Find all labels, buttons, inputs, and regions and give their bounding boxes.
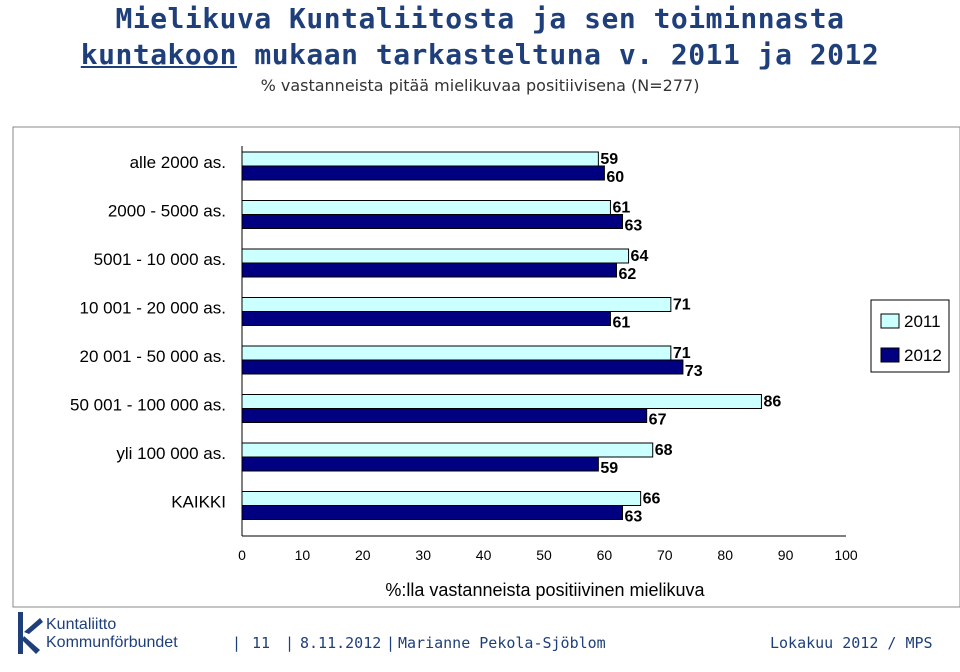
data-label: 62 [618,266,636,283]
bar-2011 [241,491,642,506]
category-label: 50 001 - 100 000 as. [70,396,226,415]
bar-2011 [241,200,611,215]
title-line-2-rest: mukaan tarkasteltuna v. 2011 ja 2012 [236,38,880,71]
footer-date: 8.11.2012 [300,634,382,652]
logo-text-fi: Kuntaliitto [46,616,117,633]
x-tick-label: 90 [778,547,794,563]
x-tick-label: 20 [355,547,371,563]
x-tick-label: 50 [536,547,552,563]
data-label: 73 [685,363,703,380]
category-label: 20 001 - 50 000 as. [79,347,226,366]
data-label: 68 [655,442,673,459]
x-tick-label: 30 [415,547,431,563]
footer-separator-3: | [386,634,396,652]
x-tick-label: 0 [238,547,246,563]
bar-2011 [241,345,672,361]
title-underlined-word: kuntakoon [80,38,237,71]
category-label: alle 2000 as. [130,153,226,172]
subtitle: % vastanneista pitää mielikuvaa positiiv… [260,76,700,95]
data-label: 86 [763,394,781,411]
x-tick-label: 100 [834,547,858,563]
footer-right: Lokakuu 2012 / MPS [770,634,933,652]
data-label: 66 [643,491,661,508]
bar-2012 [241,165,605,181]
data-label: 63 [625,509,643,526]
category-label: 5001 - 10 000 as. [94,250,226,269]
data-label: 60 [606,169,624,186]
legend: 2011 2012 [870,299,950,373]
bar-2012 [241,262,617,278]
data-label: 61 [612,200,630,217]
bar-2011 [241,297,672,312]
title-line-2: kuntakoon mukaan tarkasteltuna v. 2011 j… [0,38,960,71]
x-tick-label: 80 [717,547,733,563]
logo-text-sv: Kommunförbundet [46,634,178,651]
footer-separator-2: | [285,634,295,652]
bar-2011 [241,394,762,409]
footer-author: Marianne Pekola-Sjöblom [398,634,606,652]
bar-2011 [241,248,630,264]
bar-2012 [241,456,599,472]
x-tick-label: 60 [597,547,613,563]
x-axis-title: %:lla vastanneista positiivinen mielikuv… [385,580,705,600]
legend-label-2012: 2012 [904,346,942,365]
bar-2012 [241,505,624,520]
category-label: 2000 - 5000 as. [108,202,226,221]
category-label: yli 100 000 as. [116,444,226,463]
logo-mark-icon [18,612,43,654]
x-tick-label: 10 [295,547,311,563]
data-label: 71 [673,297,691,314]
legend-swatch-2012 [880,347,900,363]
kuntaliitto-logo: Kuntaliitto Kommunförbundet [10,610,200,658]
title-line-1: Mielikuva Kuntaliitosta ja sen toiminnas… [115,2,845,35]
category-label: KAIKKI [171,493,226,512]
footer-separator-1: | [232,634,242,652]
legend-label-2011: 2011 [904,312,941,331]
data-label: 59 [600,460,618,477]
bar-2011 [241,151,599,167]
category-label: 10 001 - 20 000 as. [79,299,226,318]
bar-2012 [241,359,684,375]
data-label: 61 [612,315,630,332]
bar-2012 [241,311,611,326]
data-label: 64 [631,248,649,265]
data-label: 59 [600,151,618,168]
data-label: 67 [649,412,667,429]
data-label: 63 [625,218,643,235]
bar-2011 [241,442,654,458]
x-tick-label: 70 [657,547,673,563]
footer-page-number: 11 [252,634,271,652]
data-label: 71 [673,345,691,362]
bar-2012 [241,408,648,423]
x-tick-label: 40 [476,547,492,563]
legend-swatch-2011 [880,313,900,329]
bar-2012 [241,214,624,229]
